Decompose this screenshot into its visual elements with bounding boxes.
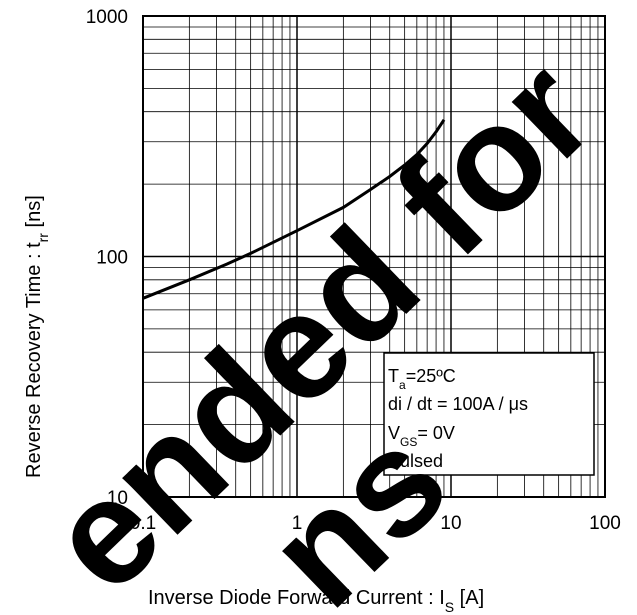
y-tick-labels: 10 100 1000 — [86, 7, 128, 509]
condition-temperature: Ta=25ºC — [388, 366, 456, 392]
condition-vgs: VGS= 0V — [388, 423, 455, 449]
x-tick-label: 1 — [292, 513, 303, 534]
y-axis-label: Reverse Recovery Time : trr [ns] — [23, 195, 51, 478]
y-tick-label: 1000 — [86, 7, 128, 28]
conditions-frame — [383, 352, 595, 476]
y-tick-label: 100 — [96, 248, 128, 269]
conditions-box: Ta=25ºC di / dt = 100A / μs VGS= 0V Puls… — [383, 352, 595, 476]
x-tick-label: 10 — [440, 513, 461, 534]
plot-frame — [142, 15, 606, 498]
x-axis-label: Inverse Diode Forward Current : IS [A] — [148, 587, 484, 615]
x-tick-label: 100 — [589, 513, 621, 534]
x-tick-label: 0.1 — [130, 513, 156, 534]
series-line — [142, 118, 446, 300]
x-tick-labels: 0.1 1 10 100 — [130, 513, 621, 534]
condition-didt: di / dt = 100A / μs — [388, 394, 528, 414]
condition-pulsed: Pulsed — [388, 451, 443, 471]
watermark: ended for ns — [16, 27, 624, 615]
y-tick-label: 10 — [107, 488, 128, 509]
